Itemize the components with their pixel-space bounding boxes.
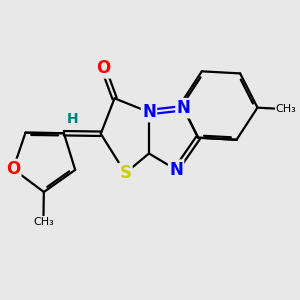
Text: N: N — [169, 161, 183, 179]
Text: H: H — [67, 112, 79, 126]
Text: N: N — [142, 103, 156, 121]
Text: N: N — [176, 99, 190, 117]
Text: O: O — [6, 160, 20, 178]
Text: CH₃: CH₃ — [276, 104, 296, 114]
Text: S: S — [119, 164, 131, 182]
Text: O: O — [96, 59, 111, 77]
Text: CH₃: CH₃ — [33, 217, 54, 226]
